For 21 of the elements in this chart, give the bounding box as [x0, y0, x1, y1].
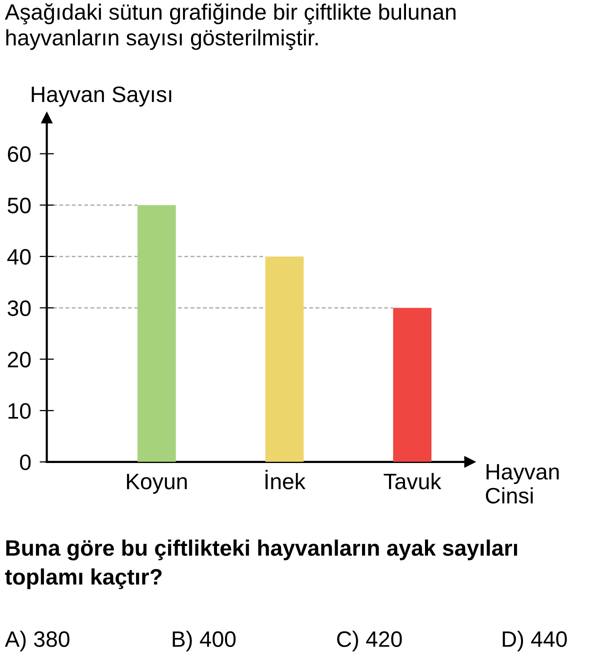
x-tick-label: İnek	[266, 470, 306, 490]
y-tick-label: 0	[20, 454, 31, 470]
bar	[393, 308, 432, 462]
bar	[138, 205, 176, 462]
x-axis-title: Hayvan Cinsi	[486, 464, 559, 504]
y-tick-label: 30	[8, 300, 31, 316]
text: A) 380	[4, 630, 70, 652]
y-tick-label: 50	[8, 198, 31, 214]
y-tick-label: 20	[8, 352, 31, 368]
text: D) 440	[502, 630, 567, 652]
text: C) 420	[337, 630, 402, 652]
chart-title: Aşağıdaki sütun grafiğinde bir çiftlikte bulunan hayvanların sayısı gösterilmiştir.	[4, 3, 456, 50]
bar	[265, 256, 304, 462]
x-tick-label: Tavuk	[384, 473, 442, 490]
y-tick-label: 60	[8, 146, 31, 162]
text: B) 400	[172, 630, 236, 652]
y-tick-label: 40	[7, 249, 31, 265]
y-tick-label: 10	[8, 403, 31, 419]
y-axis-title: Hayvan Sayısı	[32, 86, 172, 107]
text: Buna göre bu çiftlikteki hayvanların ayak sayıları toplamı kaçtır?	[5, 540, 518, 590]
x-tick-label: Koyun	[127, 474, 187, 494]
